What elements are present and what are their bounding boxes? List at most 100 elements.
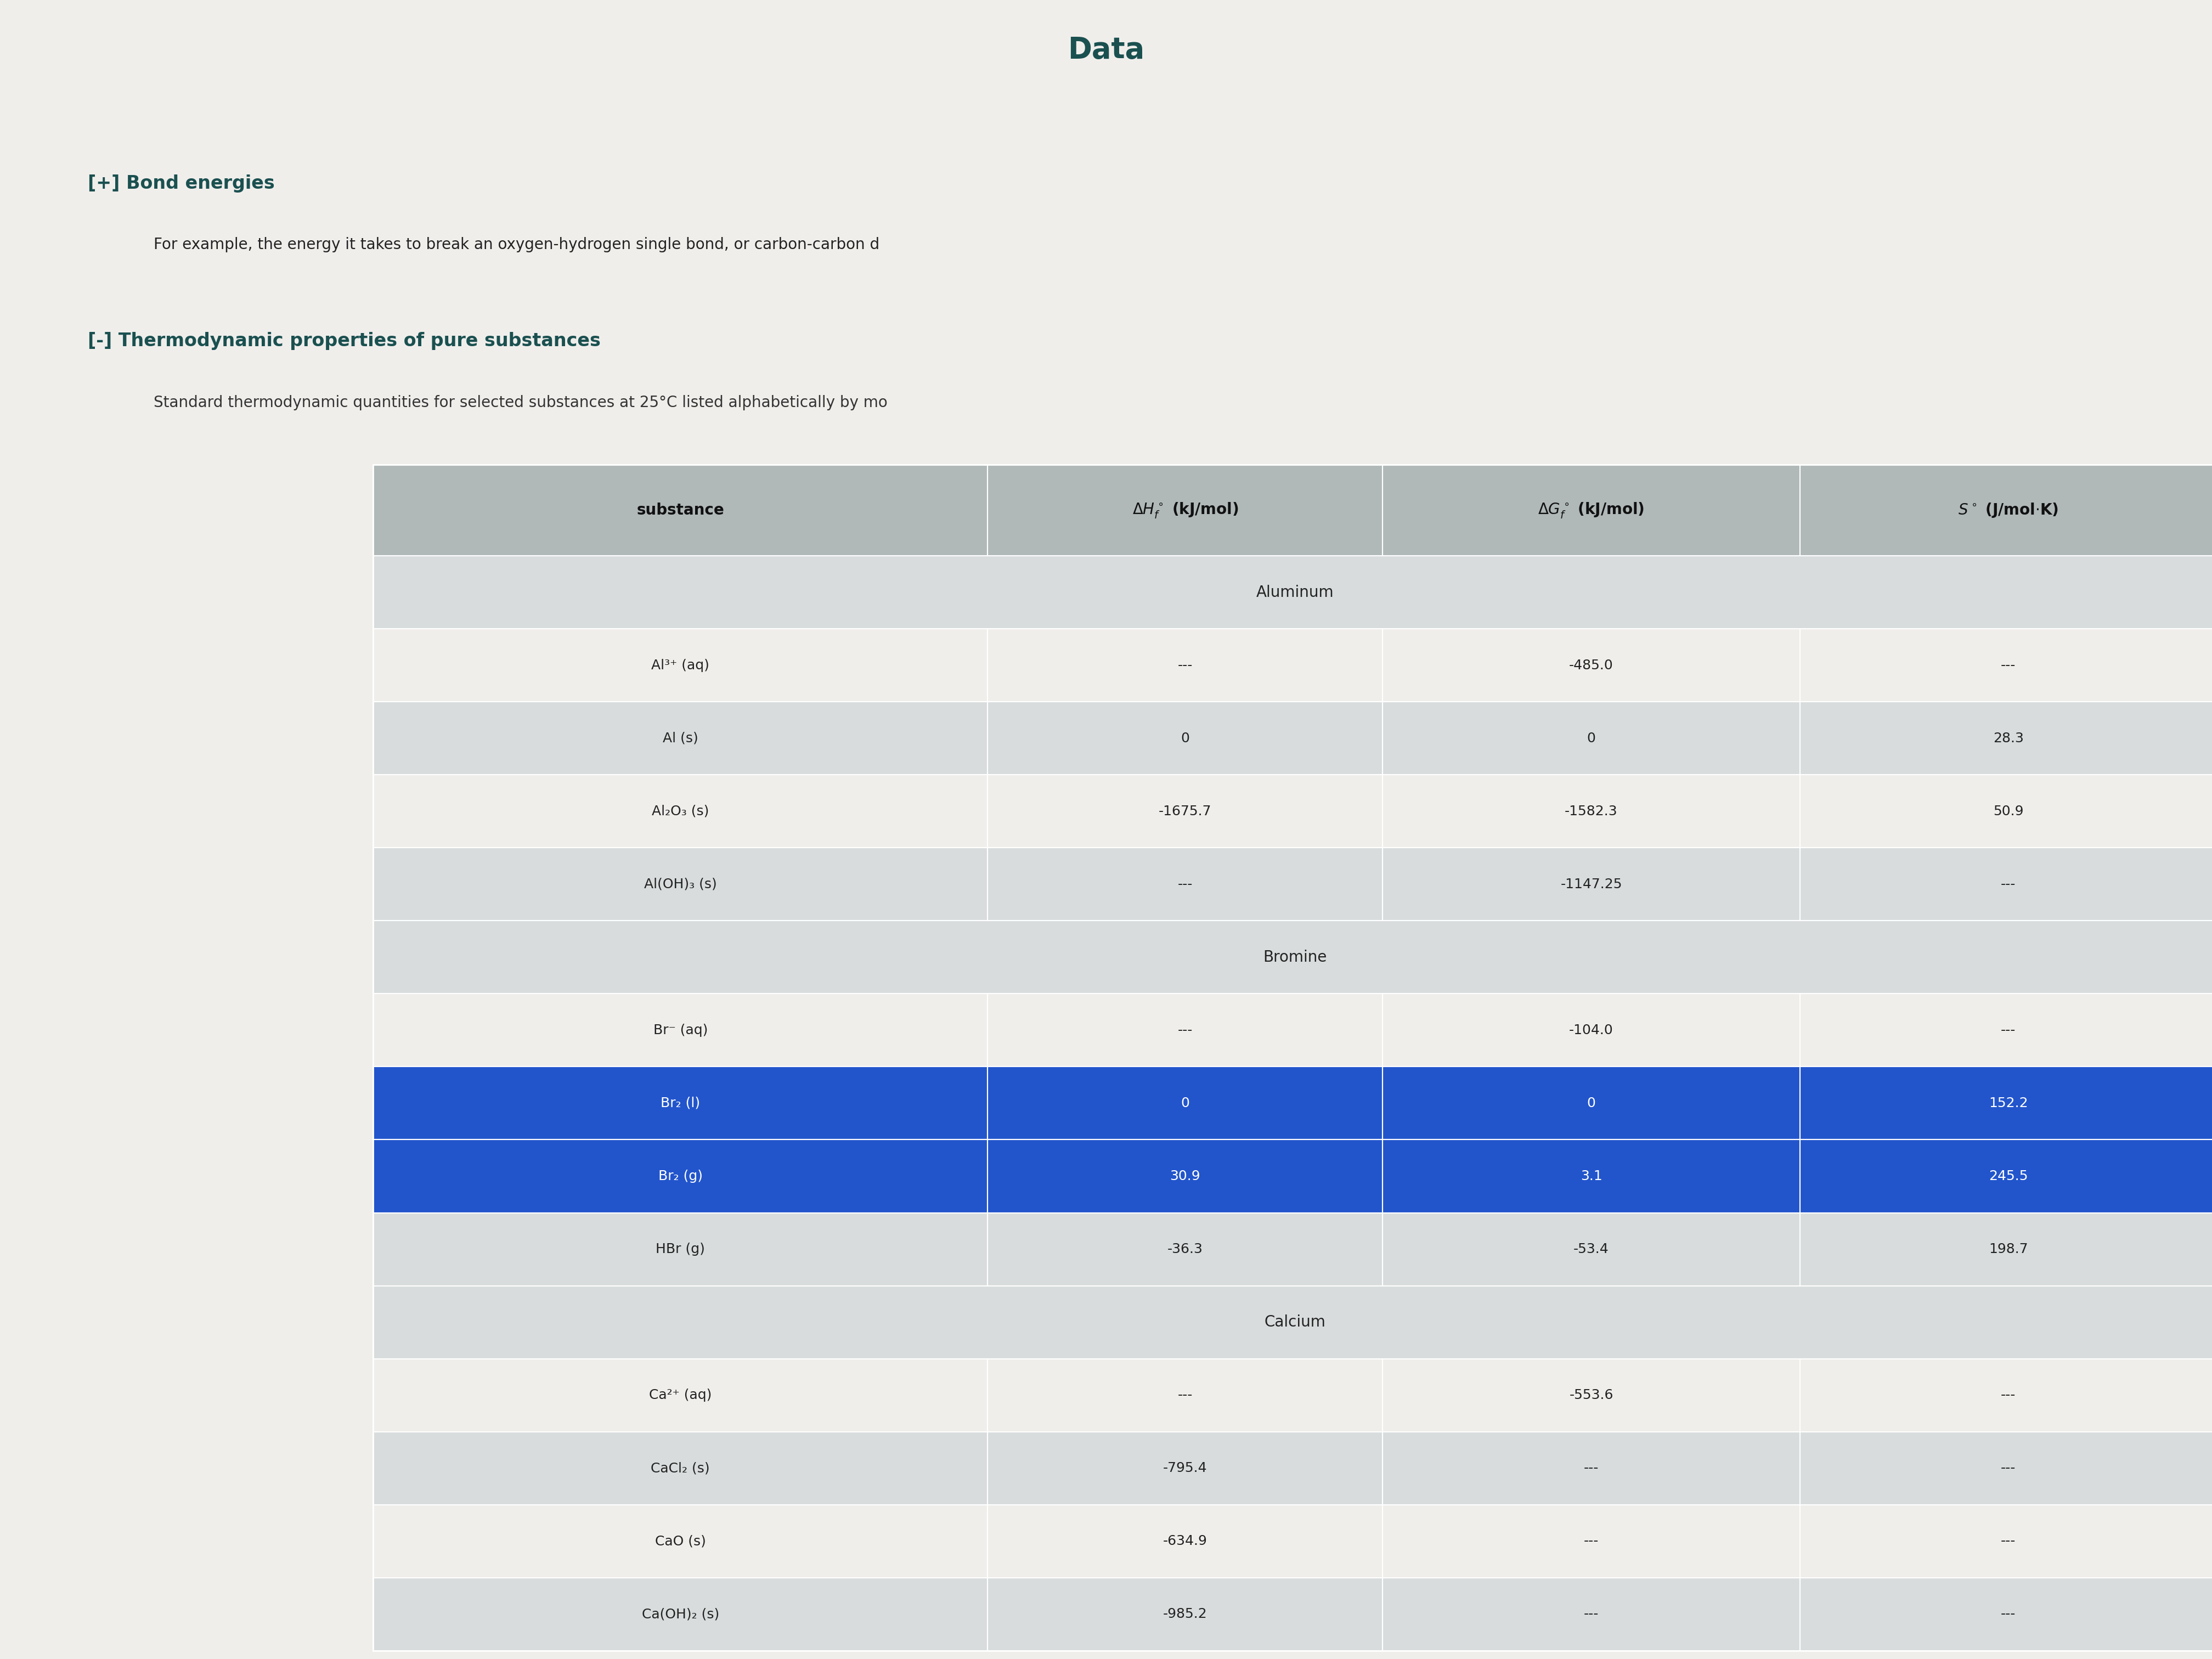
FancyBboxPatch shape xyxy=(374,1140,989,1213)
FancyBboxPatch shape xyxy=(989,1505,1383,1578)
FancyBboxPatch shape xyxy=(989,702,1383,775)
Text: -795.4: -795.4 xyxy=(1164,1462,1208,1475)
Text: Br₂ (l): Br₂ (l) xyxy=(661,1097,701,1110)
FancyBboxPatch shape xyxy=(374,1578,989,1651)
FancyBboxPatch shape xyxy=(1383,1140,1801,1213)
FancyBboxPatch shape xyxy=(1801,994,2212,1067)
Text: HBr (g): HBr (g) xyxy=(655,1243,706,1256)
FancyBboxPatch shape xyxy=(1801,848,2212,921)
FancyBboxPatch shape xyxy=(1383,848,1801,921)
Text: Al(OH)₃ (s): Al(OH)₃ (s) xyxy=(644,878,717,891)
Text: Br⁻ (aq): Br⁻ (aq) xyxy=(653,1024,708,1037)
FancyBboxPatch shape xyxy=(989,848,1383,921)
Text: Ca(OH)₂ (s): Ca(OH)₂ (s) xyxy=(641,1608,719,1621)
Text: -104.0: -104.0 xyxy=(1568,1024,1613,1037)
FancyBboxPatch shape xyxy=(1801,1359,2212,1432)
Text: ---: --- xyxy=(2002,1024,2015,1037)
Text: Ca²⁺ (aq): Ca²⁺ (aq) xyxy=(648,1389,712,1402)
Text: -36.3: -36.3 xyxy=(1168,1243,1203,1256)
FancyBboxPatch shape xyxy=(1801,1578,2212,1651)
Text: 50.9: 50.9 xyxy=(1993,805,2024,818)
FancyBboxPatch shape xyxy=(374,921,2212,994)
FancyBboxPatch shape xyxy=(374,1067,989,1140)
Text: ---: --- xyxy=(1177,1024,1192,1037)
FancyBboxPatch shape xyxy=(374,994,989,1067)
FancyBboxPatch shape xyxy=(989,1359,1383,1432)
Text: ---: --- xyxy=(2002,1389,2015,1402)
Text: Calcium: Calcium xyxy=(1265,1314,1325,1331)
FancyBboxPatch shape xyxy=(374,1213,989,1286)
FancyBboxPatch shape xyxy=(989,1140,1383,1213)
Text: substance: substance xyxy=(637,503,723,518)
Text: ---: --- xyxy=(2002,1535,2015,1548)
FancyBboxPatch shape xyxy=(989,775,1383,848)
Text: Standard thermodynamic quantities for selected substances at 25°C listed alphabe: Standard thermodynamic quantities for se… xyxy=(153,395,887,410)
FancyBboxPatch shape xyxy=(374,629,989,702)
FancyBboxPatch shape xyxy=(1383,1432,1801,1505)
FancyBboxPatch shape xyxy=(1383,1359,1801,1432)
FancyBboxPatch shape xyxy=(1383,1505,1801,1578)
Text: 0: 0 xyxy=(1586,1097,1595,1110)
FancyBboxPatch shape xyxy=(989,465,1383,556)
Text: 0: 0 xyxy=(1181,1097,1190,1110)
Text: Aluminum: Aluminum xyxy=(1256,584,1334,601)
FancyBboxPatch shape xyxy=(989,629,1383,702)
FancyBboxPatch shape xyxy=(1801,1505,2212,1578)
Text: 0: 0 xyxy=(1181,732,1190,745)
FancyBboxPatch shape xyxy=(1801,1140,2212,1213)
Text: Br₂ (g): Br₂ (g) xyxy=(659,1170,703,1183)
FancyBboxPatch shape xyxy=(1383,1213,1801,1286)
FancyBboxPatch shape xyxy=(1801,1213,2212,1286)
FancyBboxPatch shape xyxy=(1383,629,1801,702)
Text: ---: --- xyxy=(1177,878,1192,891)
Text: For example, the energy it takes to break an oxygen-hydrogen single bond, or car: For example, the energy it takes to brea… xyxy=(153,237,880,252)
FancyBboxPatch shape xyxy=(374,1286,2212,1359)
FancyBboxPatch shape xyxy=(1383,702,1801,775)
Text: CaO (s): CaO (s) xyxy=(655,1535,706,1548)
FancyBboxPatch shape xyxy=(374,702,989,775)
FancyBboxPatch shape xyxy=(989,1067,1383,1140)
Text: ---: --- xyxy=(1584,1608,1599,1621)
FancyBboxPatch shape xyxy=(1801,629,2212,702)
Text: Data: Data xyxy=(1068,35,1144,65)
FancyBboxPatch shape xyxy=(1801,702,2212,775)
FancyBboxPatch shape xyxy=(989,1213,1383,1286)
FancyBboxPatch shape xyxy=(374,848,989,921)
Text: ---: --- xyxy=(2002,659,2015,672)
FancyBboxPatch shape xyxy=(989,994,1383,1067)
Text: $S^\circ$ (J/mol$\cdot$K): $S^\circ$ (J/mol$\cdot$K) xyxy=(1958,501,2059,519)
Text: ---: --- xyxy=(1177,1389,1192,1402)
FancyBboxPatch shape xyxy=(989,1578,1383,1651)
FancyBboxPatch shape xyxy=(989,1432,1383,1505)
FancyBboxPatch shape xyxy=(374,1432,989,1505)
FancyBboxPatch shape xyxy=(374,1505,989,1578)
Text: Al (s): Al (s) xyxy=(664,732,699,745)
FancyBboxPatch shape xyxy=(374,465,989,556)
FancyBboxPatch shape xyxy=(1801,1067,2212,1140)
FancyBboxPatch shape xyxy=(374,1359,989,1432)
FancyBboxPatch shape xyxy=(1383,994,1801,1067)
Text: 245.5: 245.5 xyxy=(1989,1170,2028,1183)
Text: -634.9: -634.9 xyxy=(1164,1535,1208,1548)
Text: -985.2: -985.2 xyxy=(1164,1608,1208,1621)
Text: [-] Thermodynamic properties of pure substances: [-] Thermodynamic properties of pure sub… xyxy=(88,332,602,350)
Text: 152.2: 152.2 xyxy=(1989,1097,2028,1110)
Text: 3.1: 3.1 xyxy=(1579,1170,1601,1183)
Text: 30.9: 30.9 xyxy=(1170,1170,1201,1183)
Text: [+] Bond energies: [+] Bond energies xyxy=(88,174,274,192)
Text: -53.4: -53.4 xyxy=(1573,1243,1608,1256)
Text: $\Delta H_f^\circ$ (kJ/mol): $\Delta H_f^\circ$ (kJ/mol) xyxy=(1133,501,1239,519)
Text: Bromine: Bromine xyxy=(1263,949,1327,966)
Text: ---: --- xyxy=(2002,878,2015,891)
Text: -485.0: -485.0 xyxy=(1568,659,1613,672)
Text: 198.7: 198.7 xyxy=(1989,1243,2028,1256)
Text: Al³⁺ (aq): Al³⁺ (aq) xyxy=(650,659,710,672)
Text: $\Delta G_f^\circ$ (kJ/mol): $\Delta G_f^\circ$ (kJ/mol) xyxy=(1537,501,1644,519)
Text: ---: --- xyxy=(1584,1535,1599,1548)
FancyBboxPatch shape xyxy=(1801,465,2212,556)
Text: CaCl₂ (s): CaCl₂ (s) xyxy=(650,1462,710,1475)
FancyBboxPatch shape xyxy=(1383,775,1801,848)
FancyBboxPatch shape xyxy=(374,775,989,848)
Text: 0: 0 xyxy=(1586,732,1595,745)
FancyBboxPatch shape xyxy=(1383,1578,1801,1651)
